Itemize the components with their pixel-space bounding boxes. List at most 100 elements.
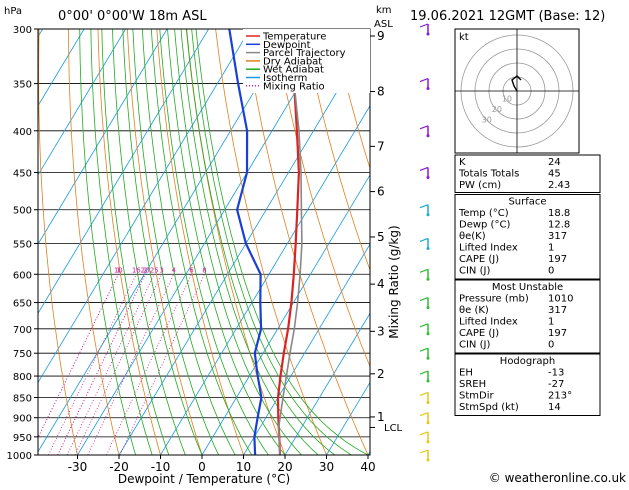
mixing-ratio-tick-label: 4 [172,266,177,274]
hodograph-table-label: StmSpd (kt) [459,402,519,413]
legend-entry: Mixing Ratio [263,81,325,92]
pressure-tick-label: 350 [13,80,32,91]
hodograph-table-value: 213° [548,391,572,402]
hodograph-ring-label: 10 [502,95,512,104]
dry-adiabat-line [69,29,119,455]
most-unstable-title: Most Unstable [492,282,563,293]
altitude-tick-label: 4 [377,277,385,291]
wind-barb-base [427,134,430,137]
wind-barb-flag [420,205,428,208]
surface-title: Surface [508,197,546,208]
altitude-tick-label: 5 [377,230,385,244]
surface-value: 0 [548,266,554,277]
hodograph-table-value: -27 [548,379,564,390]
wind-barb-base [427,380,430,383]
most-unstable-value: 1010 [548,294,573,305]
wind-barb-flag [420,24,428,27]
mixing-ratio-line [106,274,191,455]
hodograph-table-title: Hodograph [500,356,555,367]
pressure-tick-label: 950 [13,433,32,444]
hodograph-unit: kt [459,32,469,43]
wet-adiabat-line [113,29,186,455]
index-value: 2.43 [548,180,570,191]
wind-barb-base [427,87,430,90]
pressure-tick-label: 450 [13,168,32,179]
most-unstable-label: θe (K) [459,305,489,316]
pressure-tick-label: 800 [13,372,32,383]
wind-barb-base [427,421,430,424]
most-unstable-value: 1 [548,317,554,328]
wind-barb-base [427,33,430,36]
surface-label: Dewp (°C) [459,220,510,231]
most-unstable-label: Lifted Index [459,317,518,328]
wind-barb-flag [420,324,428,327]
surface-label: Lifted Index [459,243,518,254]
wind-barb-base [427,247,430,250]
surface-value: 197 [548,254,567,265]
wind-barb-base [427,213,430,216]
lcl-label: LCL [384,423,403,434]
location-title: 0°00' 0°00'W 18m ASL [58,9,207,24]
mixing-ratio-tick-label: 8 [202,266,206,274]
altitude-tick-label: 8 [377,85,385,99]
wind-barb-flag [420,450,428,453]
wind-barb-flag [420,269,428,272]
wind-barb-flag [420,238,428,241]
pressure-unit-label: hPa [4,6,22,17]
pressure-tick-label: 300 [13,25,32,36]
mixing-ratio-line [30,274,119,455]
most-unstable-label: CAPE (J) [459,328,499,339]
altitude-tick-label: 2 [377,367,385,381]
mixing-ratio-line [48,274,136,455]
surface-value: 18.8 [548,208,570,219]
wet-adiabat-line [80,29,136,455]
km-label: km [376,5,392,16]
wind-barb-base [427,459,430,462]
wind-barb-flag [420,167,428,170]
mixing-ratio-tick-label: 6 [189,266,194,274]
altitude-tick-label: 9 [377,29,385,43]
wind-barb-flag [420,392,428,395]
most-unstable-label: Pressure (mb) [459,294,529,305]
wind-barb-base [427,357,430,360]
index-label: K [459,157,466,168]
surface-label: θe(K) [459,231,486,242]
dry-adiabat-line [598,29,629,455]
mixing-ratio-axis-label: Mixing Ratio (g/kg) [387,225,401,338]
mixing-ratio-line [67,274,154,455]
wind-barb-base [427,440,430,443]
altitude-tick-label: 1 [377,410,385,424]
index-label: Totals Totals [458,169,519,180]
wind-barb-flag [420,371,428,374]
wet-adiabat-line [91,29,152,455]
wind-barb-base [427,278,430,281]
hodograph-ring-label: 20 [492,105,502,114]
temperature-tick-label: 40 [360,460,375,474]
index-label: PW (cm) [459,180,501,191]
altitude-tick-label: 6 [377,185,385,199]
wind-barb-base [427,401,430,404]
pressure-tick-label: 600 [13,270,32,281]
mixing-ratio-tick-label: 10 [114,266,123,274]
most-unstable-value: 0 [548,340,554,351]
mixing-ratio-tick-label: 20 [141,266,150,274]
wind-barb-flag [420,348,428,351]
wind-barb-base [427,306,430,309]
surface-value: 1 [548,243,554,254]
most-unstable-value: 317 [548,305,567,316]
surface-label: Temp (°C) [458,208,509,219]
wind-barbs [420,24,430,462]
pressure-tick-label: 550 [13,239,32,250]
hodograph-table-label: EH [459,368,473,379]
pressure-tick-label: 400 [13,127,32,138]
pressure-tick-label: 850 [13,393,32,404]
pressure-axis: 3003504004505005506006507007508008509009… [7,25,38,462]
pressure-tick-label: 650 [13,299,32,310]
wind-barb-flag [420,126,428,129]
hodograph-table-label: SREH [459,379,486,390]
